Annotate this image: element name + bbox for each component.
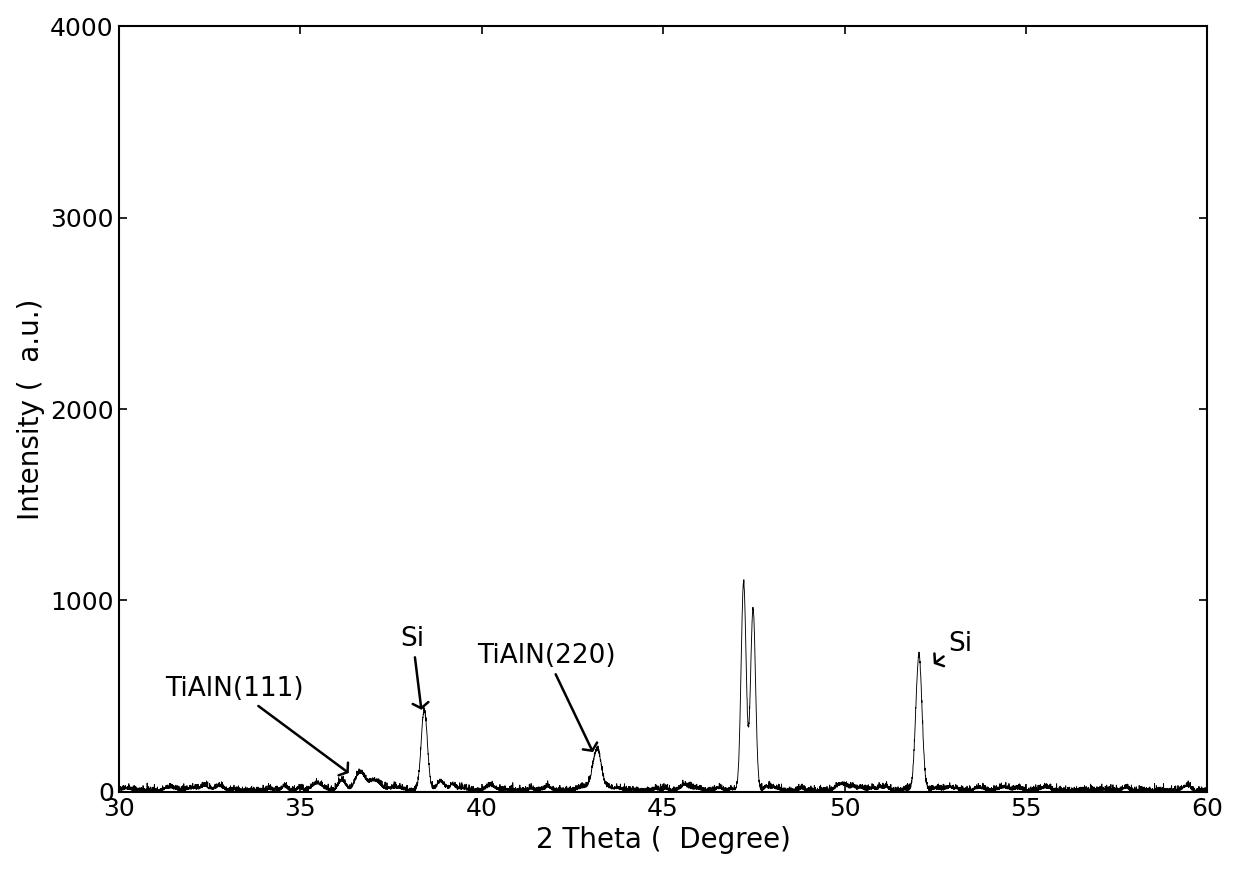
Y-axis label: Intensity (  a.u.): Intensity ( a.u.)	[16, 299, 45, 520]
X-axis label: 2 Theta (  Degree): 2 Theta ( Degree)	[536, 827, 790, 854]
Text: Si: Si	[935, 631, 972, 666]
Text: TiAlN(111): TiAlN(111)	[165, 676, 348, 775]
Text: Si: Si	[401, 625, 428, 708]
Text: TiAlN(220): TiAlN(220)	[477, 643, 616, 751]
